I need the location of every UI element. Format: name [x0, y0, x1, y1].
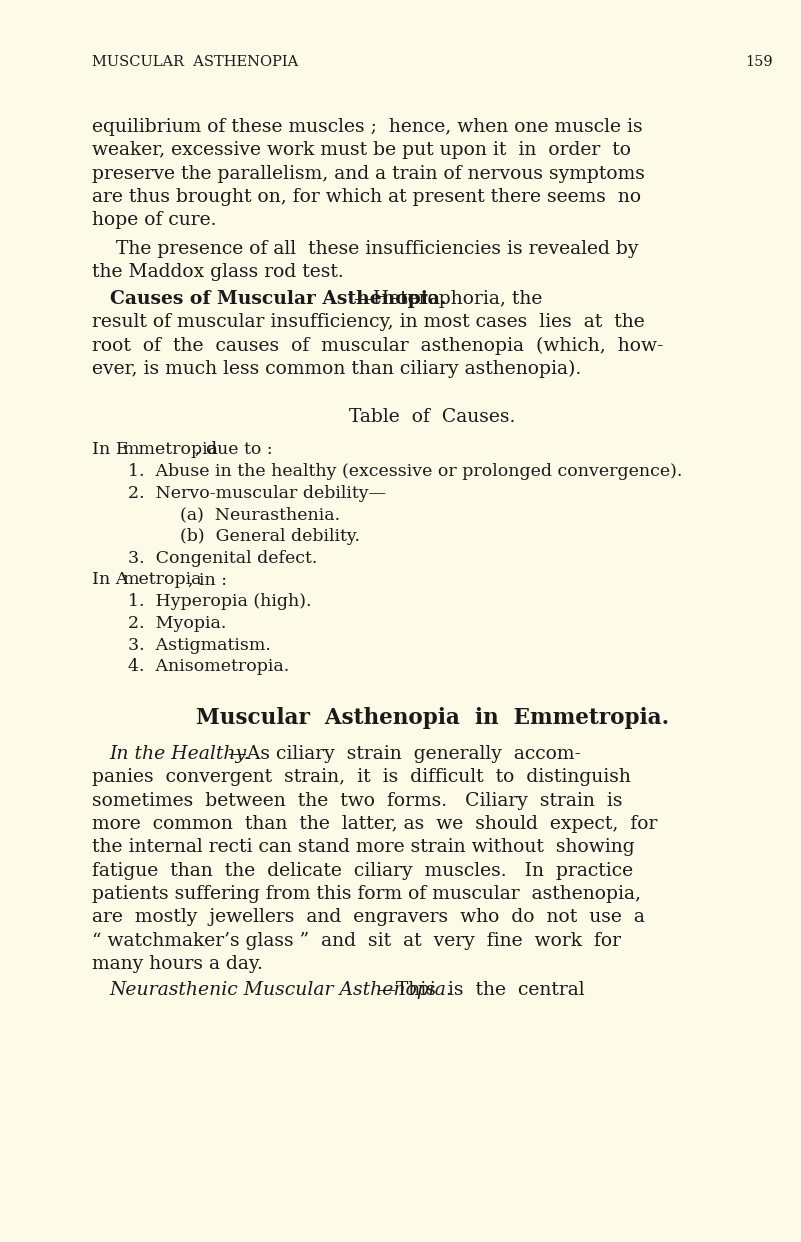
- Text: Causes of Muscular Asthenopia.: Causes of Muscular Asthenopia.: [110, 291, 446, 308]
- Text: equilibrium of these muscles ;  hence, when one muscle is: equilibrium of these muscles ; hence, wh…: [92, 118, 642, 135]
- Text: The presence of all  these insufficiencies is revealed by: The presence of all these insufficiencie…: [92, 240, 638, 257]
- Text: root  of  the  causes  of  muscular  asthenopia  (which,  how-: root of the causes of muscular asthenopi…: [92, 337, 663, 355]
- Text: many hours a day.: many hours a day.: [92, 955, 263, 972]
- Text: preserve the parallelism, and a train of nervous symptoms: preserve the parallelism, and a train of…: [92, 165, 645, 183]
- Text: fatigue  than  the  delicate  ciliary  muscles.   In  practice: fatigue than the delicate ciliary muscle…: [92, 862, 634, 879]
- Text: ever, is much less common than ciliary asthenopia).: ever, is much less common than ciliary a…: [92, 360, 582, 379]
- Text: patients suffering from this form of muscular  asthenopia,: patients suffering from this form of mus…: [92, 886, 641, 903]
- Text: 3.  Astigmatism.: 3. Astigmatism.: [128, 637, 271, 653]
- Text: the Maddox glass rod test.: the Maddox glass rod test.: [92, 263, 344, 281]
- Text: metropia: metropia: [123, 571, 202, 589]
- Text: are thus brought on, for which at present there seems  no: are thus brought on, for which at presen…: [92, 188, 642, 206]
- Text: weaker, excessive work must be put upon it  in  order  to: weaker, excessive work must be put upon …: [92, 142, 631, 159]
- Text: MUSCULAR  ASTHENOPIA: MUSCULAR ASTHENOPIA: [92, 55, 298, 68]
- Text: are  mostly  jewellers  and  engravers  who  do  not  use  a: are mostly jewellers and engravers who d…: [92, 908, 645, 927]
- Text: (a)  Neurasthenia.: (a) Neurasthenia.: [180, 507, 340, 523]
- Text: hope of cure.: hope of cure.: [92, 211, 216, 230]
- Text: Table  of  Causes.: Table of Causes.: [349, 409, 516, 426]
- Text: 159: 159: [746, 55, 773, 68]
- Text: result of muscular insufficiency, in most cases  lies  at  the: result of muscular insufficiency, in mos…: [92, 313, 645, 332]
- Text: 3.  Congenital defect.: 3. Congenital defect.: [128, 550, 317, 566]
- Text: the internal recti can stand more strain without  showing: the internal recti can stand more strain…: [92, 838, 634, 856]
- Text: Muscular  Asthenopia  in  Emmetropia.: Muscular Asthenopia in Emmetropia.: [196, 708, 669, 729]
- Text: —Heterophoria, the: —Heterophoria, the: [354, 291, 542, 308]
- Text: 2.  Myopia.: 2. Myopia.: [128, 615, 227, 632]
- Text: —As ciliary  strain  generally  accom-: —As ciliary strain generally accom-: [228, 745, 582, 763]
- Text: (b)  General debility.: (b) General debility.: [180, 528, 360, 545]
- Text: “ watchmaker’s glass ”  and  sit  at  very  fine  work  for: “ watchmaker’s glass ” and sit at very f…: [92, 932, 621, 950]
- Text: —This  is  the  central: —This is the central: [377, 981, 585, 999]
- Text: In E: In E: [92, 441, 129, 458]
- Text: sometimes  between  the  two  forms.   Ciliary  strain  is: sometimes between the two forms. Ciliary…: [92, 791, 622, 810]
- Text: 1.  Hyperopia (high).: 1. Hyperopia (high).: [128, 594, 312, 610]
- Text: 4.  Anisometropia.: 4. Anisometropia.: [128, 658, 289, 676]
- Text: panies  convergent  strain,  it  is  difficult  to  distinguish: panies convergent strain, it is difficul…: [92, 769, 631, 786]
- Text: more  common  than  the  latter, as  we  should  expect,  for: more common than the latter, as we shoul…: [92, 815, 658, 833]
- Text: Neurasthenic Muscular Asthenopia.: Neurasthenic Muscular Asthenopia.: [110, 981, 453, 999]
- Text: mmetropia: mmetropia: [123, 441, 219, 458]
- Text: , in :: , in :: [188, 571, 227, 589]
- Text: , due to :: , due to :: [195, 441, 273, 458]
- Text: In the Healthy.: In the Healthy.: [110, 745, 251, 763]
- Text: In A: In A: [92, 571, 128, 589]
- Text: 2.  Nervo-muscular debility—: 2. Nervo-muscular debility—: [128, 484, 386, 502]
- Text: 1.  Abuse in the healthy (excessive or prolonged convergence).: 1. Abuse in the healthy (excessive or pr…: [128, 463, 682, 479]
